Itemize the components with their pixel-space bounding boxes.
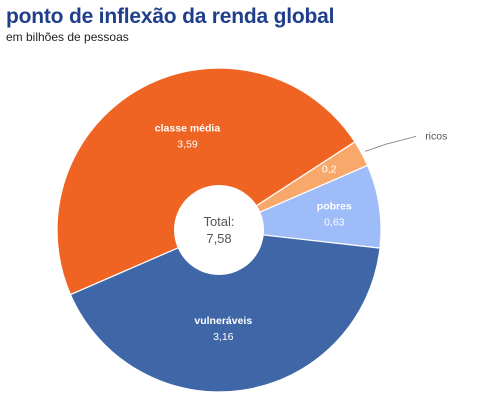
slice-label-classe-média: classe média (155, 123, 221, 135)
slice-label-ricos: ricos (425, 130, 447, 142)
slice-value-classe-média: 3,59 (177, 139, 198, 151)
slices-group (56, 67, 382, 393)
chart-title: ponto de inflexão da renda global (6, 5, 335, 28)
donut-hole (174, 185, 264, 275)
total-value: 7,58 (206, 231, 231, 246)
slice-value-vulneráveis: 3,16 (213, 331, 234, 343)
slice-value-ricos: 0,2 (322, 163, 337, 175)
slice-classe-média (56, 67, 356, 296)
slice-value-pobres: 0,63 (324, 217, 345, 229)
slice-label-pobres: pobres (317, 201, 352, 213)
slice-label-vulneráveis: vulneráveis (194, 315, 252, 327)
slice-vulneráveis (69, 229, 381, 393)
callout-line-ricos (365, 136, 417, 152)
slice-labels-group: 0,2 ricos pobres 0,63 vulneráveis 3,16 classe … (155, 123, 448, 344)
total-label: Total: (203, 214, 234, 229)
chart-subtitle: em bilhões de pessoas (6, 30, 129, 44)
